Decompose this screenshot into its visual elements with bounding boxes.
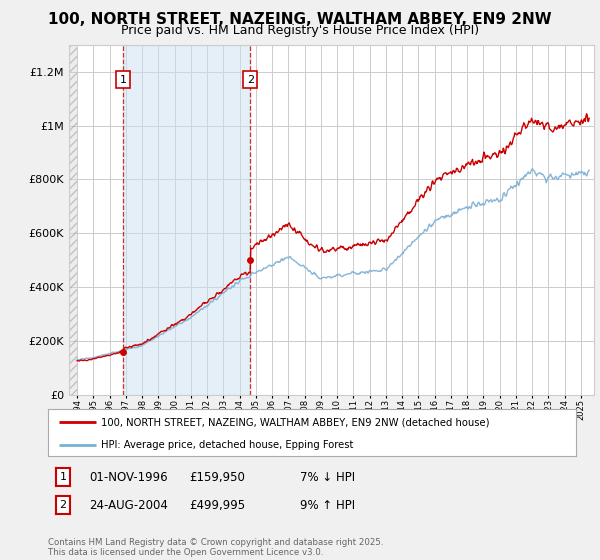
Text: 7% ↓ HPI: 7% ↓ HPI <box>300 470 355 484</box>
Text: Price paid vs. HM Land Registry's House Price Index (HPI): Price paid vs. HM Land Registry's House … <box>121 24 479 37</box>
Text: 01-NOV-1996: 01-NOV-1996 <box>89 470 167 484</box>
Text: 100, NORTH STREET, NAZEING, WALTHAM ABBEY, EN9 2NW (detached house): 100, NORTH STREET, NAZEING, WALTHAM ABBE… <box>101 417 490 427</box>
Text: 1: 1 <box>119 75 127 85</box>
Text: £499,995: £499,995 <box>189 498 245 512</box>
Text: Contains HM Land Registry data © Crown copyright and database right 2025.
This d: Contains HM Land Registry data © Crown c… <box>48 538 383 557</box>
Text: 100, NORTH STREET, NAZEING, WALTHAM ABBEY, EN9 2NW: 100, NORTH STREET, NAZEING, WALTHAM ABBE… <box>48 12 552 27</box>
Bar <box>123 45 250 395</box>
Text: HPI: Average price, detached house, Epping Forest: HPI: Average price, detached house, Eppi… <box>101 440 353 450</box>
Text: 24-AUG-2004: 24-AUG-2004 <box>89 498 167 512</box>
Text: 1: 1 <box>59 472 67 482</box>
Text: 2: 2 <box>59 500 67 510</box>
Text: 2: 2 <box>247 75 254 85</box>
Text: £159,950: £159,950 <box>189 470 245 484</box>
Text: 9% ↑ HPI: 9% ↑ HPI <box>300 498 355 512</box>
Bar <box>69 45 77 395</box>
